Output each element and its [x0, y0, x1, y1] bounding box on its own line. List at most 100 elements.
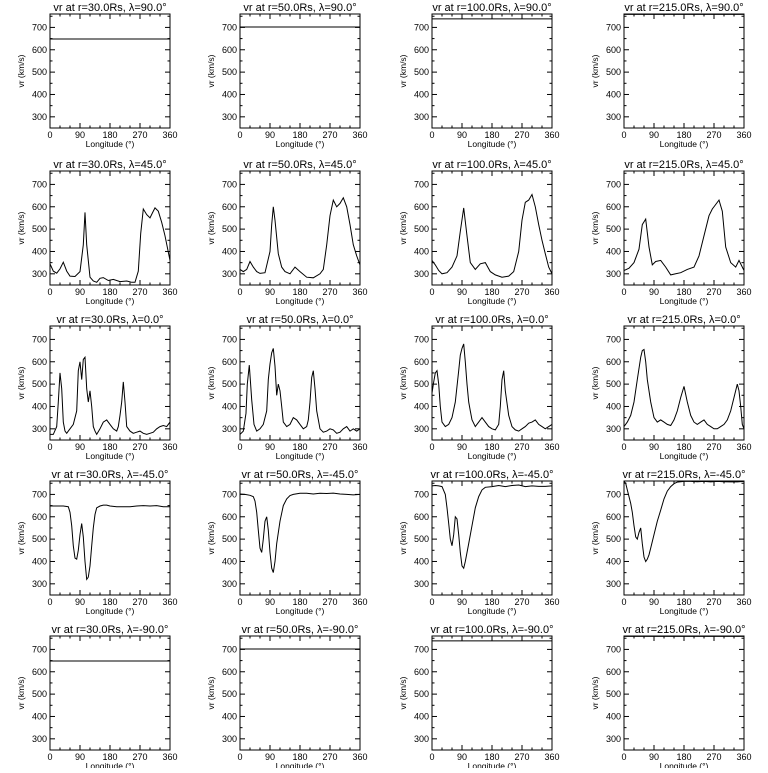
x-tick-label: 90 [75, 597, 85, 607]
chart-panel: vr at r=100.0Rs, λ=-90.0° 0 90 180 270 360 300… [398, 624, 560, 771]
x-tick-label: 90 [457, 130, 467, 140]
x-axis-label: Longitude (°) [86, 451, 135, 461]
y-tick-label: 300 [32, 269, 47, 279]
x-tick-label: 270 [706, 752, 721, 762]
panel-title: vr at r=215.0Rs, λ=-90.0° [622, 624, 745, 636]
y-tick-label: 600 [32, 512, 47, 522]
y-axis-label: vr (km/s) [206, 366, 216, 399]
y-axis-label: vr (km/s) [16, 211, 26, 244]
y-tick-label: 400 [32, 556, 47, 566]
y-axis-label: vr (km/s) [398, 366, 408, 399]
x-tick-label: 90 [457, 597, 467, 607]
chart-panel: vr at r=215.0Rs, λ=0.0° 0 90 180 270 360 300 40… [590, 314, 752, 461]
y-tick-label: 500 [606, 534, 621, 544]
x-tick-label: 180 [676, 287, 691, 297]
y-tick-label: 300 [414, 734, 429, 744]
y-tick-label: 600 [606, 357, 621, 367]
x-tick-label: 270 [514, 752, 529, 762]
x-tick-label: 270 [706, 130, 721, 140]
x-tick-label: 270 [514, 287, 529, 297]
y-tick-label: 300 [32, 424, 47, 434]
x-tick-label: 90 [649, 442, 659, 452]
x-tick-label: 270 [132, 130, 147, 140]
y-tick-label: 300 [414, 269, 429, 279]
y-tick-label: 700 [222, 179, 237, 189]
x-tick-label: 270 [322, 752, 337, 762]
y-axis-label: vr (km/s) [590, 521, 600, 554]
plot-frame [49, 635, 171, 751]
x-tick-label: 180 [102, 442, 117, 452]
x-tick-label: 360 [352, 752, 367, 762]
y-tick-label: 400 [414, 556, 429, 566]
y-axis-label: vr (km/s) [590, 676, 600, 709]
x-axis-label: Longitude (°) [276, 139, 325, 149]
x-tick-label: 360 [352, 597, 367, 607]
y-tick-label: 700 [606, 179, 621, 189]
y-tick-label: 700 [414, 644, 429, 654]
panel-title: vr at r=30.0Rs, λ=45.0° [53, 159, 166, 171]
y-tick-label: 700 [222, 334, 237, 344]
x-tick-label: 270 [322, 287, 337, 297]
y-tick-label: 700 [414, 22, 429, 32]
y-axis-label: vr (km/s) [206, 521, 216, 554]
x-tick-label: 0 [429, 752, 434, 762]
x-tick-label: 270 [322, 442, 337, 452]
x-tick-label: 270 [514, 597, 529, 607]
x-tick-label: 90 [457, 752, 467, 762]
plot-frame [239, 13, 361, 129]
chart-panel: vr at r=50.0Rs, λ=-90.0° 0 90 180 270 360 300 4… [206, 624, 368, 771]
y-axis-label: vr (km/s) [398, 211, 408, 244]
y-tick-label: 600 [414, 202, 429, 212]
panel-title: vr at r=100.0Rs, λ=45.0° [432, 159, 551, 171]
plot-frame [623, 325, 745, 441]
y-tick-label: 600 [414, 357, 429, 367]
x-axis-label: Longitude (°) [660, 606, 709, 616]
series-line [50, 355, 170, 436]
chart-panel: vr at r=100.0Rs, λ=90.0° 0 90 180 270 360 300 4… [398, 2, 560, 149]
x-tick-label: 90 [75, 287, 85, 297]
y-axis-label: vr (km/s) [590, 211, 600, 244]
y-tick-label: 400 [606, 556, 621, 566]
y-tick-label: 600 [222, 45, 237, 55]
panel-title: vr at r=50.0Rs, λ=0.0° [246, 314, 353, 326]
x-tick-label: 360 [162, 287, 177, 297]
y-tick-label: 500 [606, 67, 621, 77]
x-tick-label: 270 [514, 442, 529, 452]
y-tick-label: 500 [414, 379, 429, 389]
panel-title: vr at r=215.0Rs, λ=90.0° [624, 2, 743, 14]
chart-panel: vr at r=30.0Rs, λ=-45.0° 0 90 180 270 360 300 4… [16, 469, 178, 616]
y-tick-label: 500 [222, 379, 237, 389]
x-tick-label: 180 [676, 130, 691, 140]
y-axis-label: vr (km/s) [206, 676, 216, 709]
x-axis-label: Longitude (°) [86, 296, 135, 306]
series-line [50, 504, 170, 581]
panel-title: vr at r=215.0Rs, λ=-45.0° [622, 469, 745, 481]
panel-title: vr at r=100.0Rs, λ=90.0° [432, 2, 551, 14]
y-tick-label: 500 [414, 689, 429, 699]
y-tick-label: 400 [414, 711, 429, 721]
x-tick-label: 180 [292, 287, 307, 297]
x-tick-label: 0 [47, 597, 52, 607]
x-tick-label: 360 [736, 597, 751, 607]
series-line [240, 348, 360, 435]
y-tick-label: 300 [32, 734, 47, 744]
y-axis-label: vr (km/s) [16, 676, 26, 709]
x-tick-label: 90 [265, 597, 275, 607]
panel-title: vr at r=50.0Rs, λ=-90.0° [242, 624, 359, 636]
y-tick-label: 600 [414, 667, 429, 677]
x-tick-label: 90 [265, 287, 275, 297]
x-tick-label: 360 [544, 287, 559, 297]
x-tick-label: 270 [706, 287, 721, 297]
panel-title: vr at r=100.0Rs, λ=-90.0° [430, 624, 553, 636]
y-tick-label: 500 [32, 67, 47, 77]
panel-title: vr at r=30.0Rs, λ=-45.0° [52, 469, 169, 481]
y-tick-label: 300 [222, 424, 237, 434]
x-axis-label: Longitude (°) [660, 761, 709, 768]
y-tick-label: 700 [32, 179, 47, 189]
y-tick-label: 700 [606, 644, 621, 654]
y-tick-label: 700 [222, 22, 237, 32]
x-tick-label: 0 [429, 287, 434, 297]
x-axis-label: Longitude (°) [468, 451, 517, 461]
